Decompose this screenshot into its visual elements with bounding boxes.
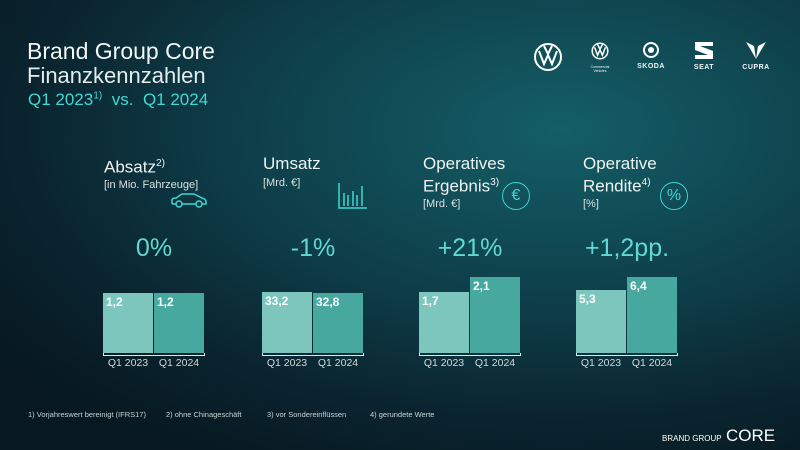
- change-operative-rendite: +1,2pp.: [584, 234, 670, 262]
- bar-q1-2023: 1,7: [419, 292, 469, 353]
- bar-q1-2024: 1,2: [154, 293, 204, 353]
- data-label: 33,2: [265, 294, 289, 308]
- page-subtitle: Finanzkennzahlen: [27, 63, 206, 88]
- kpi-title: Operatives Ergebnis: [423, 154, 506, 196]
- footnote-ref: 1): [93, 90, 103, 102]
- bar-chart-icon: [338, 183, 368, 214]
- percent-icon: %: [660, 182, 688, 210]
- x-tick-label: Q1 2023: [107, 357, 149, 369]
- x-tick-label: Q1 2023: [580, 357, 622, 369]
- bar-q1-2024: 32,8: [313, 293, 363, 353]
- x-axis: [262, 353, 364, 356]
- kpi-unit: [in Mio. Fahrzeuge]: [104, 178, 199, 191]
- bar-q1-2023: 5,3: [576, 290, 626, 353]
- data-label: 32,8: [316, 295, 340, 309]
- x-tick-label: Q1 2023: [266, 357, 308, 369]
- footnote-ref: 4): [641, 177, 651, 188]
- x-tick-label: Q1 2024: [474, 357, 516, 369]
- data-label: 5,3: [579, 292, 596, 306]
- x-axis: [103, 353, 205, 356]
- bar-q1-2023: 33,2: [262, 292, 312, 353]
- data-label: 1,2: [106, 295, 123, 309]
- kpi-title: Absatz: [104, 157, 156, 177]
- change-umsatz: -1%: [290, 234, 336, 262]
- x-tick-label: Q1 2024: [158, 357, 200, 369]
- car-icon: [170, 192, 208, 213]
- euro-icon: €: [502, 182, 530, 210]
- change-operatives-ergebnis: +21%: [437, 234, 503, 262]
- vs-label: vs.: [111, 90, 134, 109]
- chart-absatz: 1,2 Q1 2023 1,2 Q1 2024: [103, 270, 205, 369]
- kpi-header-operative-rendite: Operative Rendite4) [%]: [583, 154, 683, 210]
- bar-q1-2024: 2,1: [470, 277, 520, 353]
- footnote-2: 2) ohne Chinageschäft: [166, 410, 242, 419]
- kpi-unit: [Mrd. €]: [263, 177, 301, 189]
- footnote-ref: 3): [490, 177, 500, 188]
- bar-q1-2023: 1,2: [103, 293, 153, 353]
- change-absatz: 0%: [135, 234, 173, 262]
- cupra-logo: CUPRA: [736, 42, 776, 71]
- data-label: 1,7: [422, 294, 439, 308]
- x-tick-label: Q1 2023: [423, 357, 465, 369]
- kpi-unit: [%]: [583, 197, 599, 210]
- vw-logo: [533, 42, 563, 77]
- data-label: 2,1: [473, 279, 490, 293]
- vw-commercial-logo: Commercial Vehicles: [585, 42, 615, 73]
- kpi-title: Operative Rendite: [583, 154, 657, 196]
- x-axis: [576, 353, 678, 356]
- period-b: Q1 2024: [142, 90, 209, 109]
- chart-umsatz: 33,2 Q1 2023 32,8 Q1 2024: [262, 270, 364, 369]
- kpi-header-umsatz: Umsatz [Mrd. €]: [263, 154, 321, 189]
- footnote-1: 1) Vorjahreswert bereinigt (IFRS17): [28, 410, 146, 419]
- data-label: 6,4: [630, 279, 647, 293]
- kpi-title: Umsatz: [263, 154, 321, 173]
- brand-group-core-logo: BRAND GROUP CORE: [662, 426, 776, 445]
- page-title: Brand Group Core: [27, 38, 215, 64]
- x-tick-label: Q1 2024: [631, 357, 673, 369]
- chart-operatives-ergebnis: 1,7 Q1 2023 2,1 Q1 2024: [419, 270, 521, 369]
- kpi-header-operatives-ergebnis: Operatives Ergebnis3) [Mrd. €]: [423, 154, 533, 210]
- footnote-3: 3) vor Sondereinflüssen: [267, 410, 347, 419]
- period-comparison: Q1 20231) vs. Q1 2024: [28, 90, 208, 110]
- skoda-logo: SKODA: [633, 42, 669, 70]
- footnote-4: 4) gerundete Werte: [370, 410, 435, 419]
- kpi-unit: [Mrd. €]: [423, 197, 461, 210]
- bar-q1-2024: 6,4: [627, 277, 677, 353]
- period-a: Q1 2023: [28, 90, 94, 109]
- data-label: 1,2: [157, 295, 174, 309]
- x-axis: [419, 353, 521, 356]
- x-tick-label: Q1 2024: [317, 357, 359, 369]
- footnote-ref: 2): [155, 158, 166, 169]
- chart-operative-rendite: 5,3 Q1 2023 6,4 Q1 2024: [576, 270, 678, 369]
- kpi-header-absatz: Absatz2) [in Mio. Fahrzeuge]: [104, 154, 198, 191]
- seat-logo: SEAT: [688, 42, 720, 71]
